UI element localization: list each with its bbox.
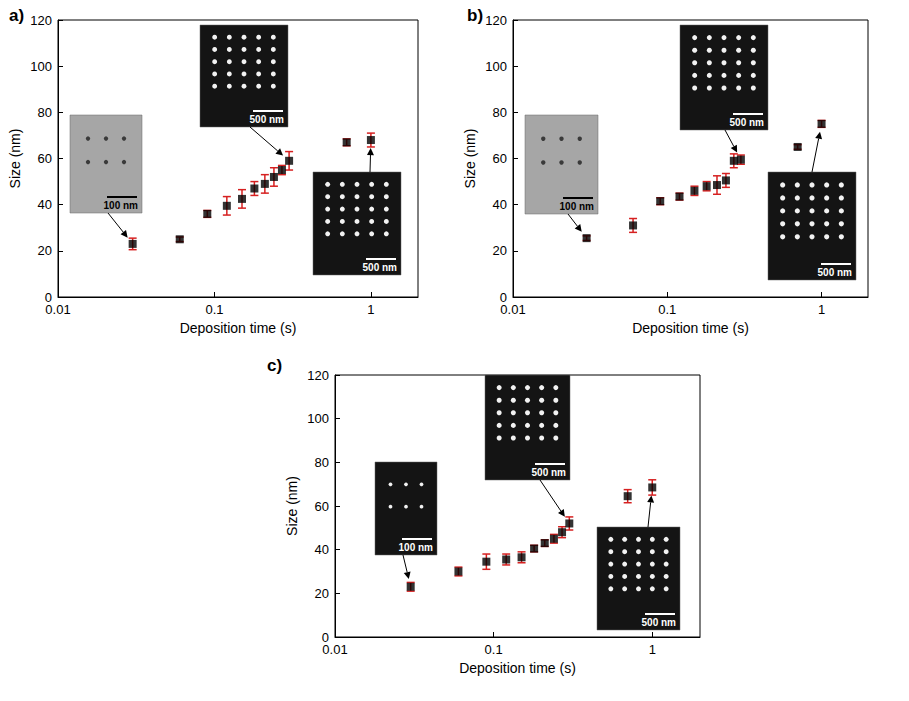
svg-text:0.1: 0.1 [205,302,223,317]
svg-text:100: 100 [485,59,507,74]
svg-text:0.1: 0.1 [658,302,676,317]
svg-text:Size (nm): Size (nm) [284,476,300,536]
svg-text:0.1: 0.1 [485,642,503,657]
svg-text:20: 20 [38,243,52,258]
svg-text:0: 0 [499,289,507,305]
svg-text:b): b) [467,6,483,25]
svg-text:40: 40 [38,197,52,212]
svg-text:100: 100 [307,411,329,426]
svg-text:500 nm: 500 nm [250,114,285,125]
svg-text:60: 60 [38,151,52,166]
svg-text:500 nm: 500 nm [532,467,567,478]
svg-text:0: 0 [44,289,52,305]
svg-text:500 nm: 500 nm [363,262,398,273]
svg-text:100 nm: 100 nm [399,542,434,553]
svg-text:100: 100 [30,59,52,74]
svg-text:20: 20 [493,243,507,258]
svg-text:1: 1 [367,302,374,317]
svg-text:120: 120 [30,13,52,28]
svg-text:20: 20 [315,586,329,601]
svg-text:Deposition time (s): Deposition time (s) [632,320,749,336]
svg-text:500 nm: 500 nm [818,267,853,278]
svg-text:80: 80 [315,455,329,470]
svg-text:a): a) [9,6,24,25]
svg-text:100 nm: 100 nm [560,201,595,212]
svg-text:500 nm: 500 nm [642,617,677,628]
svg-text:60: 60 [315,499,329,514]
svg-text:40: 40 [315,542,329,557]
svg-text:120: 120 [307,368,329,383]
svg-text:Deposition time (s): Deposition time (s) [459,660,576,676]
svg-text:Size (nm): Size (nm) [462,129,478,189]
svg-text:0: 0 [321,629,329,645]
svg-text:80: 80 [38,105,52,120]
svg-text:c): c) [267,356,282,375]
svg-text:Deposition time (s): Deposition time (s) [180,320,297,336]
svg-text:0.01: 0.01 [45,302,70,317]
svg-text:80: 80 [493,105,507,120]
svg-text:120: 120 [485,13,507,28]
svg-text:100 nm: 100 nm [104,200,139,211]
svg-text:60: 60 [493,151,507,166]
svg-text:0.01: 0.01 [500,302,525,317]
svg-text:500 nm: 500 nm [730,117,765,128]
svg-text:1: 1 [649,642,656,657]
svg-text:40: 40 [493,197,507,212]
svg-text:Size (nm): Size (nm) [7,129,23,189]
svg-text:1: 1 [818,302,825,317]
svg-text:0.01: 0.01 [322,642,347,657]
